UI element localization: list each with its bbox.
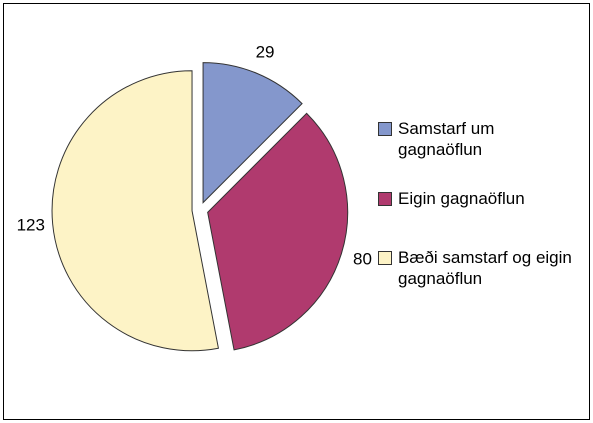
legend-item: Bæði samstarf og eigin gagnaöflun	[378, 247, 578, 289]
legend-swatch	[378, 192, 392, 206]
legend-label: Bæði samstarf og eigin gagnaöflun	[398, 248, 572, 288]
legend-swatch	[378, 122, 392, 136]
pie-slice	[207, 112, 349, 351]
legend-item: Eigin gagnaöflun	[378, 188, 578, 209]
data-label: 80	[353, 249, 372, 268]
pie-slice	[202, 62, 303, 204]
legend-item: Samstarf um gagnaöflun	[378, 118, 578, 160]
pie-slice	[51, 70, 220, 352]
legend-swatch	[378, 251, 392, 265]
legend: Samstarf um gagnaöflun Eigin gagnaöflun Bæ…	[378, 118, 578, 289]
data-label: 123	[17, 216, 45, 235]
legend-label: Samstarf um gagnaöflun	[398, 119, 495, 159]
legend-label: Eigin gagnaöflun	[398, 189, 525, 208]
data-label: 29	[256, 42, 275, 61]
